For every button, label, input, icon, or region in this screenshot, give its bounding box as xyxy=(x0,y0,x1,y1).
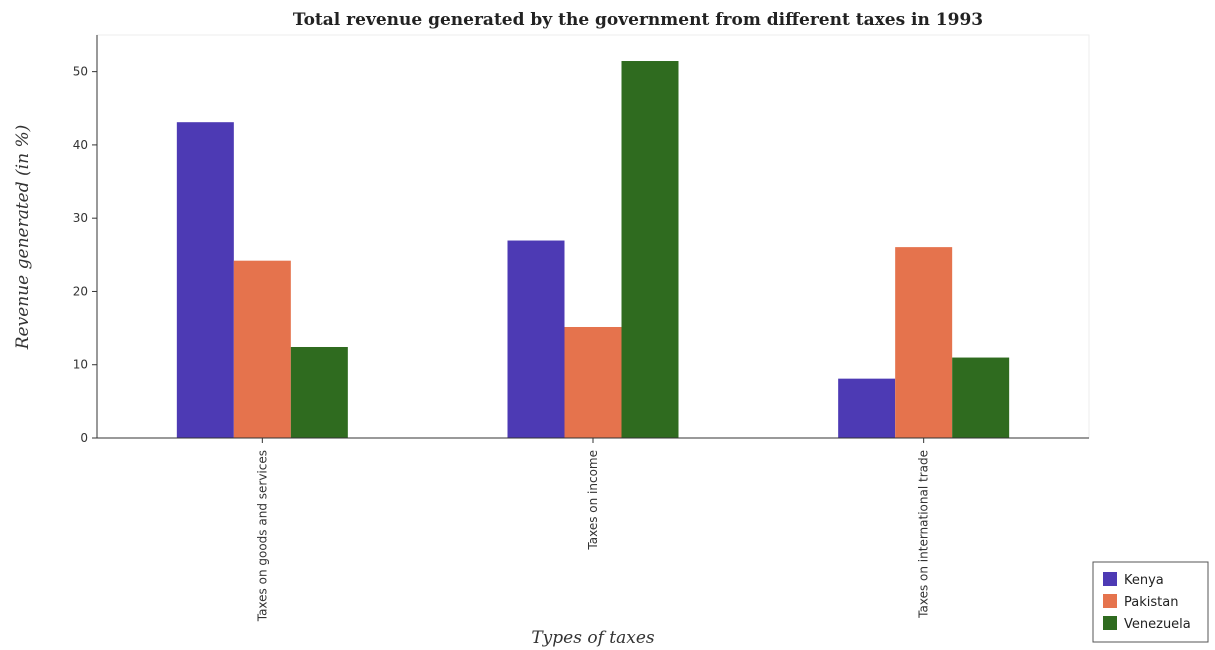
x-tick-label: Taxes on international trade xyxy=(917,450,931,619)
bar-venezuela xyxy=(290,346,348,438)
bar-kenya xyxy=(507,240,565,438)
bars-group xyxy=(176,61,1010,439)
bar-pakistan xyxy=(233,260,291,438)
y-axis-label: Revenue generated (in %) xyxy=(13,125,33,351)
legend: Kenya Pakistan Venezuela xyxy=(1092,561,1209,643)
y-tick-label: 10 xyxy=(73,358,88,372)
x-tick-label: Taxes on income xyxy=(586,450,600,551)
y-ticks-group: 0 10 20 30 40 50 xyxy=(73,65,97,445)
bar-kenya xyxy=(176,122,234,438)
y-tick-label: 40 xyxy=(73,138,88,152)
legend-swatch-venezuela xyxy=(1103,616,1117,630)
legend-label-kenya: Kenya xyxy=(1124,573,1164,588)
chart-title: Total revenue generated by the governmen… xyxy=(293,10,983,30)
legend-swatch-pakistan xyxy=(1103,594,1117,608)
y-tick-label: 20 xyxy=(73,284,88,298)
bar-pakistan xyxy=(895,247,953,438)
bar-pakistan xyxy=(564,326,622,438)
x-axis-label: Types of taxes xyxy=(531,628,655,648)
legend-label-pakistan: Pakistan xyxy=(1124,595,1178,610)
legend-swatch-kenya xyxy=(1103,572,1117,586)
bar-venezuela xyxy=(952,357,1010,438)
x-tick-label: Taxes on goods and services xyxy=(255,450,269,622)
bar-venezuela xyxy=(621,61,679,439)
y-tick-label: 50 xyxy=(73,65,88,79)
y-tick-label: 30 xyxy=(73,211,88,225)
bar-kenya xyxy=(838,378,896,438)
x-ticks-group: Taxes on goods and services Taxes on inco… xyxy=(255,438,931,622)
y-tick-label: 0 xyxy=(80,431,88,445)
legend-label-venezuela: Venezuela xyxy=(1124,617,1191,632)
